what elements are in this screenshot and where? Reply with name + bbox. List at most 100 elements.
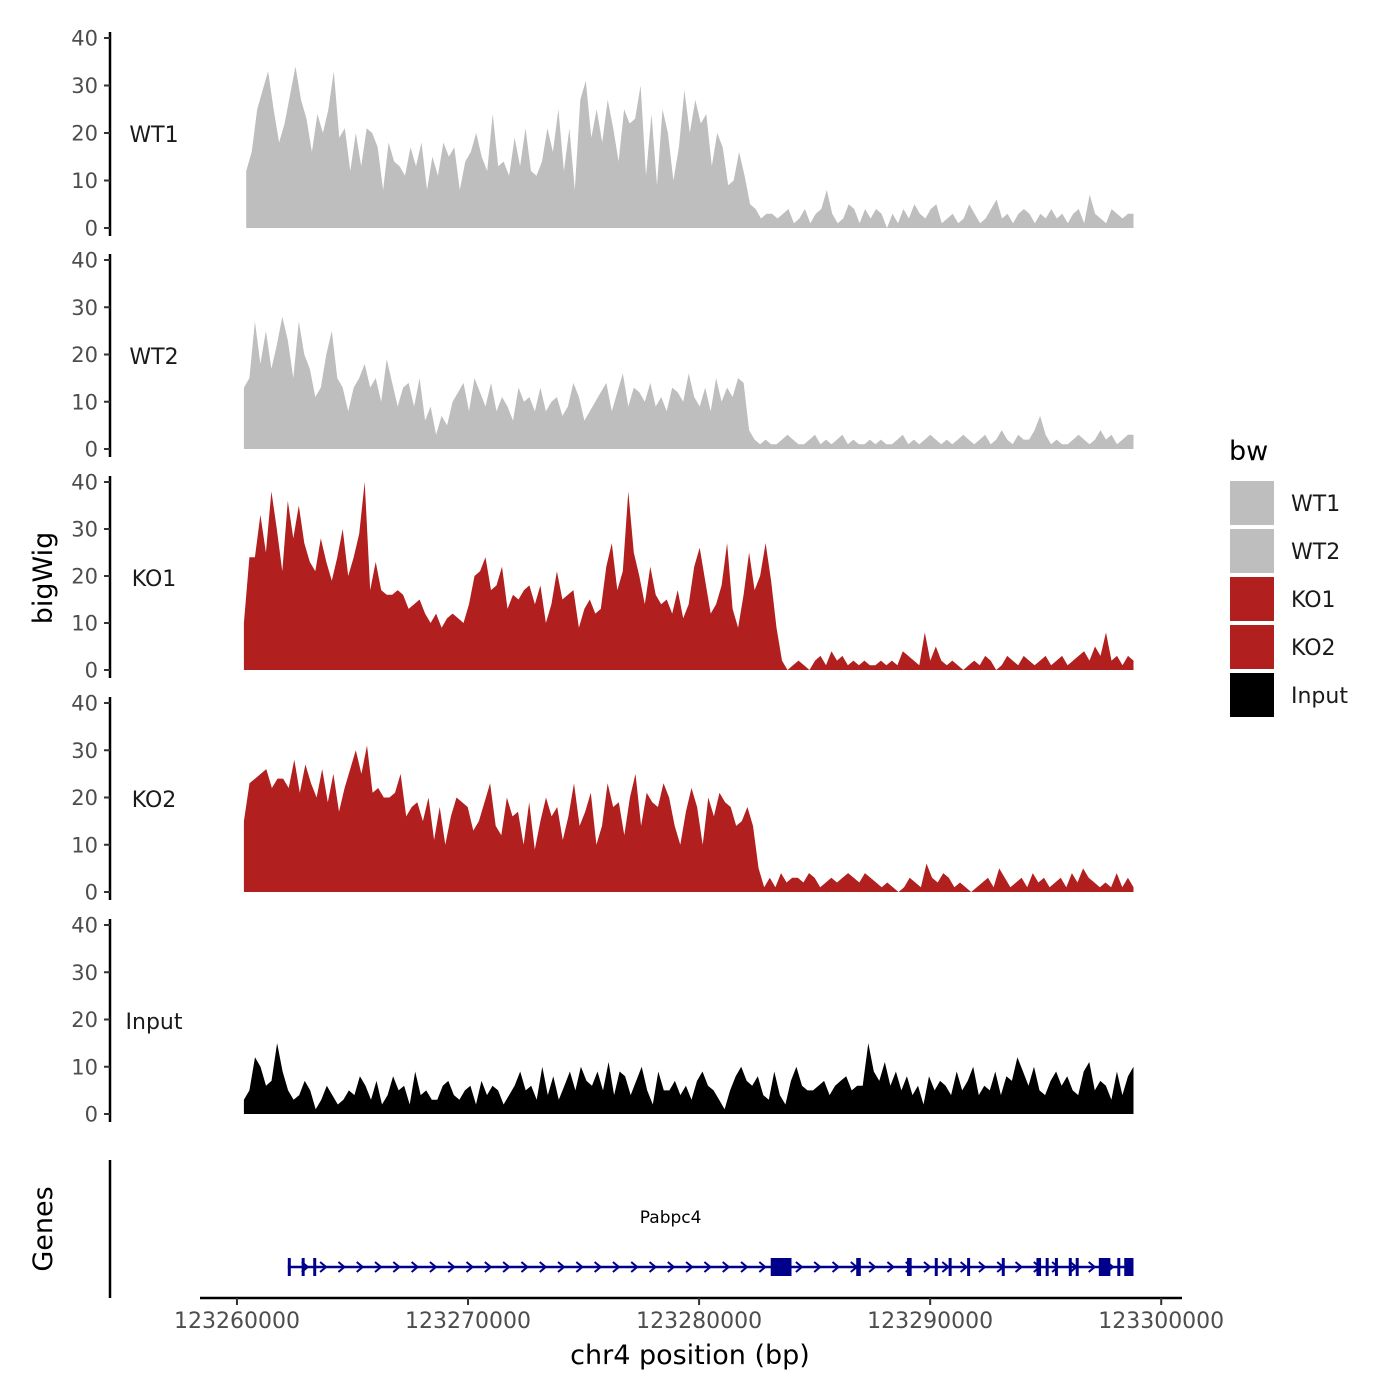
strand-arrow — [722, 1261, 731, 1273]
x-tick-label: 123280000 — [636, 1309, 762, 1334]
strand-arrow — [1088, 1261, 1097, 1273]
y-tick-label: 20 — [71, 786, 98, 810]
strand-arrow — [740, 1261, 749, 1273]
track-ko2: 0 10 20 30 40 KO2 — [71, 692, 1134, 905]
track-label-ko2: KO2 — [132, 788, 177, 813]
y-tick-label: 0 — [85, 1103, 98, 1127]
gene-name-label: Pabpc4 — [640, 1208, 702, 1228]
strand-arrow — [539, 1261, 548, 1273]
strand-arrow — [795, 1261, 804, 1273]
y-tick-label: 20 — [71, 565, 98, 589]
strand-arrow — [575, 1261, 584, 1273]
signal-area-wt1 — [246, 66, 1134, 228]
legend-label-wt1: WT1 — [1291, 492, 1340, 517]
strand-arrow — [630, 1261, 639, 1273]
exon — [313, 1258, 317, 1276]
y-tick-label: 10 — [71, 169, 98, 193]
signal-area-ko1 — [243, 482, 1134, 670]
strand-arrow — [813, 1261, 822, 1273]
strand-arrow — [831, 1261, 841, 1273]
legend-key-ko2 — [1228, 623, 1276, 671]
exon — [907, 1258, 912, 1276]
strand-arrow — [447, 1261, 456, 1273]
strand-arrow — [978, 1261, 987, 1273]
legend-key-wt2 — [1228, 527, 1276, 575]
strand-arrow — [1051, 1261, 1060, 1273]
strand-arrow — [593, 1261, 603, 1273]
strand-arrow — [923, 1261, 932, 1273]
strand-arrow — [465, 1261, 475, 1273]
y-tick-label: 40 — [71, 27, 98, 51]
y-tick-label: 0 — [85, 217, 98, 241]
legend-label-ko2: KO2 — [1291, 636, 1336, 661]
track-input: 0 10 20 30 40 Input — [71, 914, 1134, 1127]
gene-pabpc4: Pabpc4 — [287, 1208, 1134, 1276]
strand-arrow — [868, 1261, 877, 1273]
legend: bw WT1 WT2 KO1 KO2 Input — [1228, 436, 1348, 719]
y-tick-label: 30 — [71, 296, 98, 320]
exon — [1098, 1258, 1111, 1276]
exon — [1124, 1258, 1134, 1276]
y-tick-label: 0 — [85, 881, 98, 905]
y-tick-label: 10 — [71, 833, 98, 857]
y-tick-label: 0 — [85, 438, 98, 462]
track-label-ko1: KO1 — [132, 567, 177, 592]
strand-arrow — [886, 1261, 895, 1273]
exon — [301, 1258, 305, 1276]
x-axis-title: chr4 position (bp) — [570, 1340, 810, 1371]
signal-area-ko2 — [243, 745, 1134, 892]
strand-arrow — [502, 1261, 511, 1273]
exon — [948, 1258, 952, 1276]
legend-label-wt2: WT2 — [1291, 540, 1340, 565]
y-tick-label: 30 — [71, 739, 98, 763]
track-label-wt2: WT2 — [129, 345, 178, 370]
exon — [1045, 1258, 1049, 1276]
track-wt1: 0 10 20 30 40 WT1 — [71, 27, 1134, 241]
strand-arrow — [648, 1261, 658, 1273]
y-tick-label: 10 — [71, 1055, 98, 1079]
strand-arrow — [520, 1261, 529, 1273]
strand-arrow — [429, 1261, 438, 1273]
exon — [287, 1258, 291, 1276]
y-tick-label: 40 — [71, 692, 98, 716]
y-tick-label: 40 — [71, 471, 98, 495]
x-tick-label: 123300000 — [1098, 1309, 1224, 1334]
genes-track-title: Genes — [28, 1186, 59, 1271]
y-tick-label: 10 — [71, 390, 98, 414]
exon — [934, 1258, 938, 1276]
legend-key-ko1 — [1228, 575, 1276, 623]
strand-arrow — [758, 1261, 767, 1273]
strand-arrow — [392, 1261, 401, 1273]
genes-layer: Genes Pabpc4 — [28, 1160, 1134, 1298]
exon — [1036, 1258, 1042, 1276]
exon — [1068, 1258, 1072, 1276]
strand-arrow — [959, 1261, 969, 1273]
y-tick-label: 0 — [85, 659, 98, 683]
legend-key-input — [1228, 671, 1276, 719]
track-label-input: Input — [126, 1010, 183, 1035]
track-label-wt1: WT1 — [129, 123, 178, 148]
x-tick-label: 123270000 — [405, 1309, 531, 1334]
strand-arrow — [941, 1261, 950, 1273]
x-axis: 123260000 123270000 123280000 123290000 1233… — [174, 1296, 1224, 1334]
strand-arrow — [557, 1261, 566, 1273]
signal-area-wt2 — [243, 316, 1134, 449]
strand-arrow — [484, 1261, 493, 1273]
signal-area-input — [243, 1043, 1134, 1114]
y-tick-label: 30 — [71, 961, 98, 985]
y-tick-label: 10 — [71, 612, 98, 636]
legend-label-ko1: KO1 — [1291, 588, 1336, 613]
exon — [1001, 1258, 1005, 1276]
strand-arrow — [410, 1261, 420, 1273]
exon — [1075, 1258, 1079, 1276]
exon — [1117, 1258, 1121, 1276]
strand-arrow — [667, 1261, 676, 1273]
strand-arrow — [685, 1261, 694, 1273]
exon — [967, 1258, 971, 1276]
y-tick-label: 20 — [71, 343, 98, 367]
legend-title: bw — [1229, 436, 1268, 467]
y-axis-title: bigWig — [28, 532, 59, 625]
strand-arrow — [319, 1261, 328, 1273]
track-ko1: 0 10 20 30 40 KO1 — [71, 471, 1134, 683]
